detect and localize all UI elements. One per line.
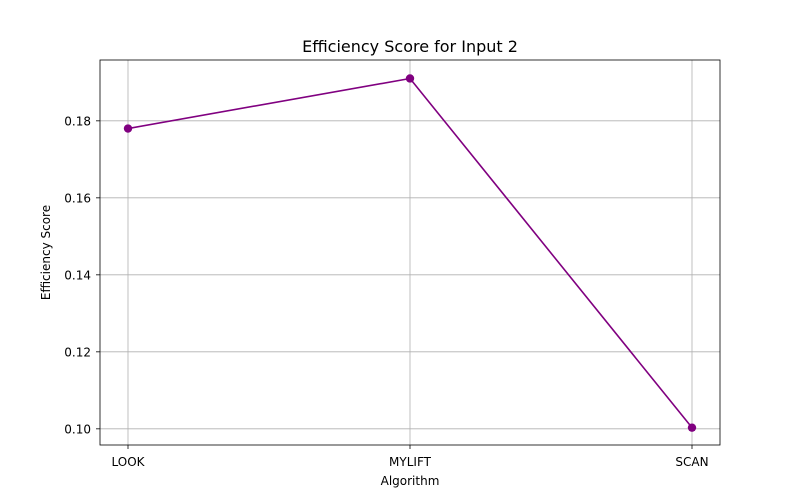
series-layer — [123, 74, 697, 432]
x-axis-label: Algorithm — [381, 474, 440, 488]
data-point-mylift — [405, 74, 415, 83]
x-tick-label: LOOK — [111, 455, 145, 469]
data-point-scan — [687, 423, 697, 432]
chart-title: Efficiency Score for Input 2 — [302, 37, 518, 56]
y-tick-label: 0.18 — [64, 114, 91, 128]
data-point-look — [123, 124, 133, 133]
axis-ticks: LOOK MYLIFT SCAN 0.10 0.12 0.14 0.16 0.18 — [64, 114, 708, 469]
x-tick-label: SCAN — [675, 455, 708, 469]
y-axis-label: Efficiency Score — [39, 205, 53, 300]
grid — [100, 60, 720, 445]
y-tick-label: 0.16 — [64, 191, 91, 205]
y-tick-label: 0.10 — [64, 422, 91, 436]
y-tick-label: 0.12 — [64, 345, 91, 359]
y-tick-label: 0.14 — [64, 268, 91, 282]
x-tick-label: MYLIFT — [389, 455, 432, 469]
